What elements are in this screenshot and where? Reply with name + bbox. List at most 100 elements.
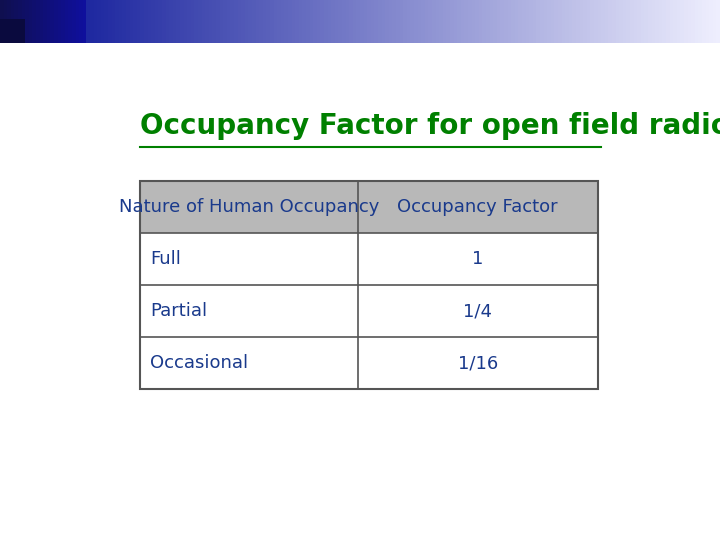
- Bar: [90, 0, 94, 43]
- Bar: [356, 0, 361, 43]
- Bar: [112, 0, 116, 43]
- Bar: [554, 0, 559, 43]
- Bar: [428, 0, 433, 43]
- Bar: [180, 0, 184, 43]
- Bar: [22, 0, 26, 43]
- Bar: [583, 0, 588, 43]
- Bar: [691, 0, 696, 43]
- Bar: [486, 0, 490, 43]
- Bar: [605, 0, 609, 43]
- Text: 1/4: 1/4: [463, 302, 492, 320]
- Bar: [230, 0, 235, 43]
- Text: 1/16: 1/16: [458, 354, 498, 372]
- Bar: [580, 0, 584, 43]
- Bar: [371, 0, 375, 43]
- Bar: [479, 0, 483, 43]
- Bar: [655, 0, 660, 43]
- Bar: [72, 0, 76, 43]
- Bar: [461, 0, 465, 43]
- Bar: [662, 0, 667, 43]
- Bar: [342, 0, 346, 43]
- Bar: [500, 0, 505, 43]
- Bar: [302, 0, 307, 43]
- Bar: [58, 0, 62, 43]
- Bar: [641, 0, 645, 43]
- Bar: [241, 0, 246, 43]
- Bar: [65, 0, 69, 43]
- Bar: [526, 0, 530, 43]
- Bar: [392, 0, 397, 43]
- Bar: [443, 0, 447, 43]
- Bar: [410, 0, 415, 43]
- Bar: [598, 0, 602, 43]
- Bar: [68, 0, 73, 43]
- Bar: [418, 0, 422, 43]
- Bar: [626, 0, 631, 43]
- Bar: [688, 0, 692, 43]
- Bar: [367, 0, 372, 43]
- Bar: [148, 0, 152, 43]
- Bar: [191, 0, 195, 43]
- Bar: [623, 0, 627, 43]
- Bar: [698, 0, 703, 43]
- Bar: [403, 0, 408, 43]
- Bar: [270, 0, 274, 43]
- Bar: [608, 0, 613, 43]
- Bar: [40, 0, 44, 43]
- Bar: [616, 0, 620, 43]
- Bar: [482, 0, 487, 43]
- Bar: [126, 0, 130, 43]
- Bar: [328, 0, 332, 43]
- Text: Full: Full: [150, 250, 181, 268]
- Bar: [439, 0, 444, 43]
- Bar: [223, 0, 228, 43]
- Bar: [601, 0, 606, 43]
- Bar: [490, 0, 494, 43]
- Bar: [713, 0, 717, 43]
- Bar: [382, 0, 386, 43]
- Bar: [144, 0, 148, 43]
- Bar: [576, 0, 580, 43]
- Bar: [86, 0, 91, 43]
- Bar: [43, 0, 48, 43]
- Bar: [432, 0, 436, 43]
- Bar: [320, 0, 325, 43]
- Bar: [518, 0, 523, 43]
- Bar: [166, 0, 170, 43]
- Bar: [281, 0, 285, 43]
- Bar: [306, 0, 310, 43]
- Bar: [414, 0, 418, 43]
- Bar: [594, 0, 598, 43]
- Bar: [36, 0, 40, 43]
- Bar: [677, 0, 681, 43]
- Bar: [497, 0, 501, 43]
- Bar: [130, 0, 134, 43]
- Bar: [101, 0, 105, 43]
- Text: 1: 1: [472, 250, 484, 268]
- Bar: [209, 0, 213, 43]
- Bar: [522, 0, 526, 43]
- Bar: [108, 0, 112, 43]
- Bar: [472, 0, 476, 43]
- Bar: [648, 0, 652, 43]
- Bar: [702, 0, 706, 43]
- Bar: [227, 0, 231, 43]
- Bar: [400, 0, 404, 43]
- Bar: [374, 0, 379, 43]
- Bar: [162, 0, 166, 43]
- Bar: [288, 0, 292, 43]
- Bar: [558, 0, 562, 43]
- Bar: [140, 181, 598, 233]
- Bar: [504, 0, 508, 43]
- Bar: [212, 0, 217, 43]
- Bar: [425, 0, 429, 43]
- Bar: [7, 0, 12, 43]
- Bar: [709, 0, 714, 43]
- Bar: [637, 0, 642, 43]
- Bar: [695, 0, 699, 43]
- Bar: [364, 0, 368, 43]
- Bar: [266, 0, 271, 43]
- Bar: [634, 0, 638, 43]
- Bar: [248, 0, 253, 43]
- Bar: [104, 0, 109, 43]
